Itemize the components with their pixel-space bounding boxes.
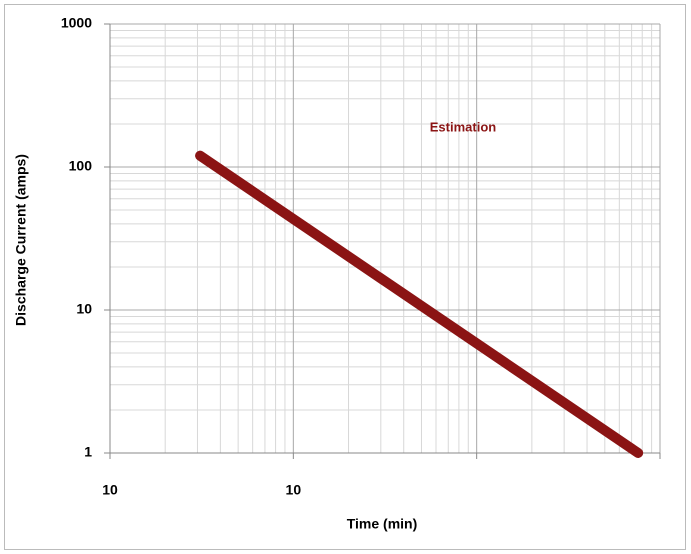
y-tick-label: 1000 [61,15,92,31]
x-axis-label: Time (min) [347,516,418,532]
y-axis-label: Discharge Current (amps) [13,154,29,326]
chart-frame [4,4,686,550]
data-line [195,150,644,458]
plot-area [110,24,660,453]
x-tick-label: 10 [102,482,118,498]
annotation: Estimation [430,119,497,134]
y-tick-label: 1 [84,444,92,460]
y-tick-label: 100 [69,158,93,174]
y-tick-label: 10 [76,301,92,317]
x-tick-label: 10 [286,482,302,498]
